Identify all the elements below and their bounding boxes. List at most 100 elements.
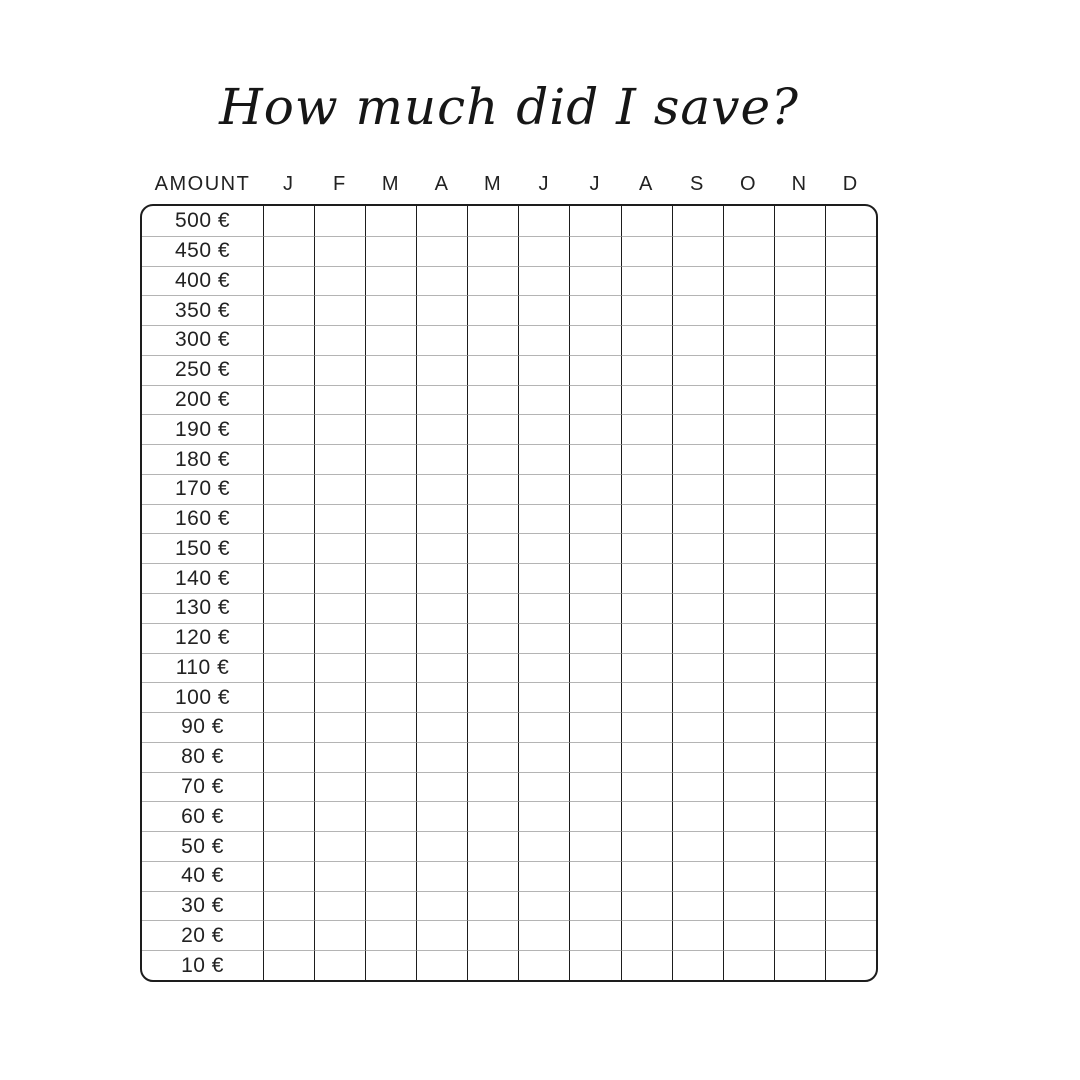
grid-cell-r25-c2[interactable] — [314, 920, 366, 951]
grid-cell-r15-c2[interactable] — [314, 622, 366, 653]
grid-cell-r25-c7[interactable] — [569, 920, 621, 951]
grid-cell-r12-c7[interactable] — [569, 533, 621, 564]
grid-cell-r10-c9[interactable] — [671, 473, 723, 504]
grid-cell-r5-c2[interactable] — [314, 325, 366, 355]
grid-cell-r23-c9[interactable] — [671, 860, 723, 891]
grid-cell-r21-c3[interactable] — [365, 801, 417, 832]
grid-cell-r15-c4[interactable] — [416, 622, 468, 653]
grid-cell-r15-c12[interactable] — [824, 622, 876, 653]
grid-cell-r18-c4[interactable] — [416, 712, 468, 742]
grid-cell-r10-c6[interactable] — [518, 473, 570, 504]
grid-cell-r21-c12[interactable] — [824, 801, 876, 832]
grid-cell-r5-c3[interactable] — [365, 325, 417, 355]
grid-cell-r23-c4[interactable] — [416, 860, 468, 891]
grid-cell-r11-c7[interactable] — [569, 503, 621, 534]
grid-cell-r8-c3[interactable] — [365, 414, 417, 445]
grid-cell-r13-c5[interactable] — [467, 563, 519, 593]
grid-cell-r3-c6[interactable] — [518, 265, 570, 296]
grid-cell-r22-c1[interactable] — [263, 831, 315, 861]
grid-cell-r15-c1[interactable] — [263, 622, 315, 653]
grid-cell-r16-c2[interactable] — [314, 652, 366, 683]
grid-cell-r1-c10[interactable] — [722, 206, 774, 236]
grid-cell-r20-c3[interactable] — [365, 771, 417, 802]
grid-cell-r26-c1[interactable] — [263, 950, 315, 980]
grid-cell-r22-c6[interactable] — [518, 831, 570, 861]
grid-cell-r2-c1[interactable] — [263, 235, 315, 266]
grid-cell-r23-c1[interactable] — [263, 860, 315, 891]
grid-cell-r4-c12[interactable] — [824, 295, 876, 326]
grid-cell-r25-c8[interactable] — [620, 920, 672, 951]
grid-cell-r19-c9[interactable] — [671, 741, 723, 772]
grid-cell-r24-c12[interactable] — [824, 890, 876, 921]
grid-cell-r13-c1[interactable] — [263, 563, 315, 593]
grid-cell-r7-c2[interactable] — [314, 384, 366, 415]
grid-cell-r11-c2[interactable] — [314, 503, 366, 534]
grid-cell-r17-c5[interactable] — [467, 682, 519, 713]
grid-cell-r18-c7[interactable] — [569, 712, 621, 742]
grid-cell-r2-c4[interactable] — [416, 235, 468, 266]
grid-cell-r8-c5[interactable] — [467, 414, 519, 445]
grid-cell-r21-c7[interactable] — [569, 801, 621, 832]
grid-cell-r2-c8[interactable] — [620, 235, 672, 266]
grid-cell-r4-c10[interactable] — [722, 295, 774, 326]
grid-cell-r8-c12[interactable] — [824, 414, 876, 445]
grid-cell-r14-c10[interactable] — [722, 592, 774, 623]
grid-cell-r26-c4[interactable] — [416, 950, 468, 980]
grid-cell-r13-c9[interactable] — [671, 563, 723, 593]
grid-cell-r17-c6[interactable] — [518, 682, 570, 713]
grid-cell-r2-c11[interactable] — [773, 235, 825, 266]
grid-cell-r1-c7[interactable] — [569, 206, 620, 236]
grid-cell-r19-c8[interactable] — [620, 741, 672, 772]
grid-cell-r5-c8[interactable] — [620, 325, 672, 355]
grid-cell-r25-c3[interactable] — [365, 920, 417, 951]
grid-cell-r8-c1[interactable] — [263, 414, 315, 445]
grid-cell-r8-c8[interactable] — [620, 414, 672, 445]
grid-cell-r21-c11[interactable] — [773, 801, 825, 832]
grid-cell-r23-c2[interactable] — [314, 860, 366, 891]
grid-cell-r14-c12[interactable] — [824, 592, 876, 623]
grid-cell-r20-c9[interactable] — [671, 771, 723, 802]
grid-cell-r18-c6[interactable] — [518, 712, 570, 742]
grid-cell-r15-c3[interactable] — [365, 622, 417, 653]
grid-cell-r18-c5[interactable] — [467, 712, 519, 742]
grid-cell-r10-c11[interactable] — [773, 473, 825, 504]
grid-cell-r4-c7[interactable] — [569, 295, 621, 326]
grid-cell-r15-c11[interactable] — [773, 622, 825, 653]
grid-cell-r3-c10[interactable] — [722, 265, 774, 296]
grid-cell-r22-c2[interactable] — [314, 831, 366, 861]
grid-cell-r24-c3[interactable] — [365, 890, 417, 921]
grid-cell-r3-c12[interactable] — [824, 265, 876, 296]
grid-cell-r1-c8[interactable] — [620, 206, 672, 236]
grid-cell-r16-c12[interactable] — [824, 652, 876, 683]
grid-cell-r8-c6[interactable] — [518, 414, 570, 445]
grid-cell-r23-c11[interactable] — [773, 860, 825, 891]
grid-cell-r12-c11[interactable] — [773, 533, 825, 564]
grid-cell-r25-c9[interactable] — [671, 920, 723, 951]
grid-cell-r4-c1[interactable] — [263, 295, 315, 326]
grid-cell-r23-c3[interactable] — [365, 860, 417, 891]
grid-cell-r17-c11[interactable] — [773, 682, 825, 713]
grid-cell-r6-c10[interactable] — [722, 354, 774, 385]
grid-cell-r9-c3[interactable] — [365, 444, 417, 474]
grid-cell-r16-c7[interactable] — [569, 652, 621, 683]
grid-cell-r19-c5[interactable] — [467, 741, 519, 772]
grid-cell-r10-c12[interactable] — [824, 473, 876, 504]
grid-cell-r13-c2[interactable] — [314, 563, 366, 593]
grid-cell-r14-c2[interactable] — [314, 592, 366, 623]
grid-cell-r6-c2[interactable] — [314, 354, 366, 385]
grid-cell-r7-c7[interactable] — [569, 384, 621, 415]
grid-cell-r16-c4[interactable] — [416, 652, 468, 683]
grid-cell-r24-c11[interactable] — [773, 890, 825, 921]
grid-cell-r22-c5[interactable] — [467, 831, 519, 861]
grid-cell-r5-c1[interactable] — [263, 325, 315, 355]
grid-cell-r11-c10[interactable] — [722, 503, 774, 534]
grid-cell-r16-c5[interactable] — [467, 652, 519, 683]
grid-cell-r26-c12[interactable] — [824, 950, 876, 980]
grid-cell-r18-c11[interactable] — [773, 712, 825, 742]
grid-cell-r11-c1[interactable] — [263, 503, 315, 534]
grid-cell-r12-c5[interactable] — [467, 533, 519, 564]
grid-cell-r3-c11[interactable] — [773, 265, 825, 296]
grid-cell-r14-c9[interactable] — [671, 592, 723, 623]
grid-cell-r12-c12[interactable] — [824, 533, 876, 564]
grid-cell-r23-c5[interactable] — [467, 860, 519, 891]
